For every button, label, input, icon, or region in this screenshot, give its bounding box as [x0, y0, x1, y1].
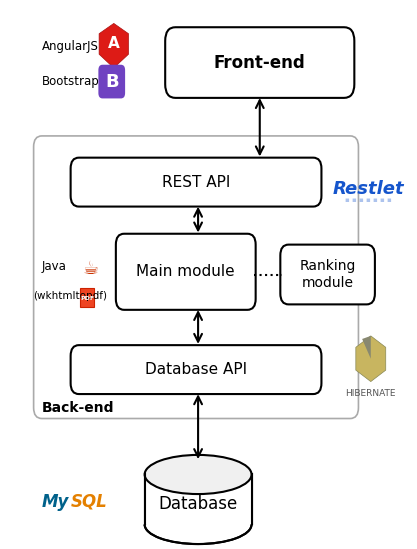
FancyBboxPatch shape — [165, 27, 354, 98]
Text: Back-end: Back-end — [42, 401, 114, 414]
FancyBboxPatch shape — [70, 158, 322, 206]
Ellipse shape — [145, 455, 251, 494]
Text: B: B — [105, 72, 118, 91]
FancyBboxPatch shape — [98, 65, 125, 98]
Text: Restlet: Restlet — [333, 180, 404, 198]
Text: REST API: REST API — [162, 175, 230, 189]
Polygon shape — [99, 24, 128, 68]
FancyBboxPatch shape — [70, 345, 322, 394]
Text: ▪ ▪ ▪ ▪ ▪ ▪ ▪: ▪ ▪ ▪ ▪ ▪ ▪ ▪ — [345, 197, 392, 203]
Polygon shape — [362, 336, 371, 358]
Text: Java: Java — [42, 260, 67, 273]
FancyBboxPatch shape — [116, 234, 256, 310]
Text: AngularJS: AngularJS — [42, 40, 99, 53]
FancyBboxPatch shape — [34, 136, 359, 418]
Text: A: A — [108, 36, 120, 51]
Polygon shape — [356, 336, 386, 382]
Text: (wkhtmltopdf): (wkhtmltopdf) — [34, 291, 108, 301]
Text: Bootstrap: Bootstrap — [42, 75, 100, 88]
Text: HIBERNATE: HIBERNATE — [346, 389, 396, 397]
Bar — [145, 474, 251, 524]
FancyBboxPatch shape — [80, 288, 95, 307]
FancyBboxPatch shape — [280, 245, 375, 304]
Text: Main module: Main module — [136, 264, 235, 279]
Text: Ranking
module: Ranking module — [299, 259, 356, 290]
Text: ☕: ☕ — [83, 260, 99, 278]
Text: Front-end: Front-end — [214, 54, 306, 71]
Text: PDF: PDF — [80, 296, 94, 301]
Text: Database API: Database API — [145, 362, 247, 377]
Text: My: My — [41, 492, 68, 511]
Text: SQL: SQL — [70, 492, 107, 511]
Text: Database: Database — [158, 495, 238, 513]
